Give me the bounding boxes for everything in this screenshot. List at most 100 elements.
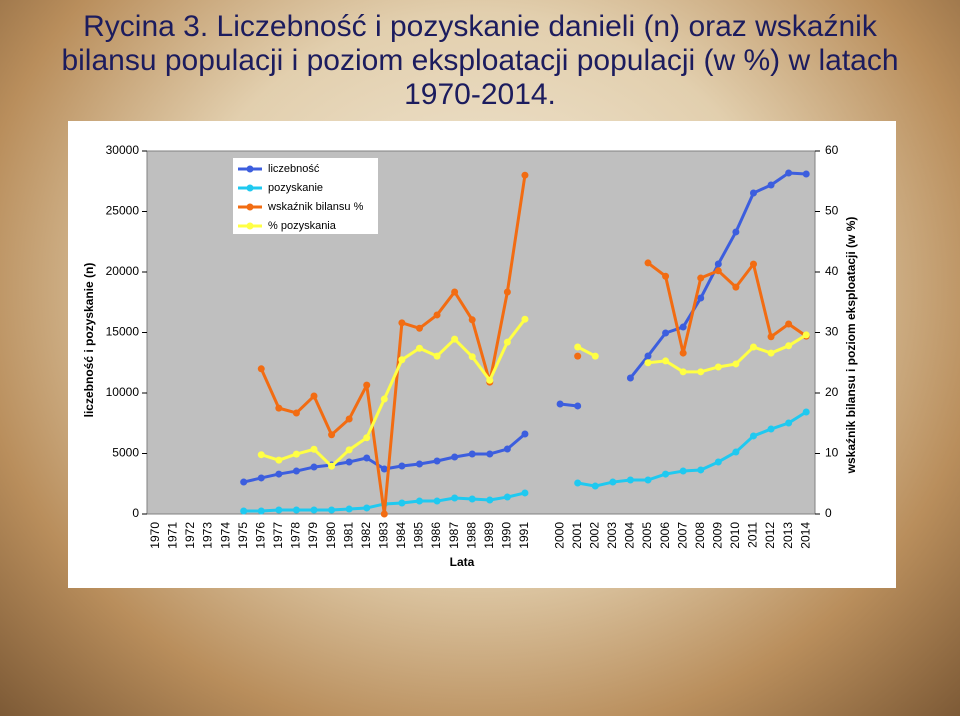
- data-point: [732, 283, 740, 291]
- y2-tick-label: 20: [825, 385, 839, 399]
- data-point: [644, 476, 652, 484]
- x-tick-label: 2008: [693, 522, 707, 549]
- legend-label: % pozyskania: [268, 220, 337, 232]
- data-point: [574, 343, 582, 351]
- data-point: [785, 169, 793, 177]
- x-tick-label: 2000: [552, 522, 566, 549]
- x-tick-label: 1978: [289, 522, 303, 549]
- data-point: [521, 430, 529, 438]
- data-point: [767, 425, 775, 433]
- data-point: [486, 496, 494, 504]
- x-tick-label: 1973: [201, 522, 215, 549]
- data-point: [433, 497, 441, 505]
- y2-tick-label: 10: [825, 446, 839, 460]
- y-tick-label: 25000: [106, 204, 140, 218]
- data-point: [679, 323, 687, 331]
- data-point: [749, 432, 757, 440]
- y2-tick-label: 40: [825, 264, 839, 278]
- data-point: [749, 189, 757, 197]
- data-point: [398, 499, 406, 507]
- data-point: [240, 478, 248, 486]
- data-point: [697, 274, 705, 282]
- data-point: [714, 458, 722, 466]
- data-point: [380, 510, 388, 518]
- data-point: [503, 445, 511, 453]
- x-tick-label: 2003: [605, 522, 619, 549]
- data-point: [679, 368, 687, 376]
- data-point: [714, 267, 722, 275]
- x-tick-label: 2002: [587, 522, 601, 549]
- y2-tick-label: 60: [825, 143, 839, 157]
- x-tick-label: 1988: [464, 522, 478, 549]
- x-tick-label: 1972: [183, 522, 197, 549]
- data-point: [785, 342, 793, 350]
- data-point: [802, 331, 810, 339]
- data-point: [363, 381, 371, 389]
- y2-axis-title: wskaźnik bilansu i poziom eksploatacji (…: [844, 217, 858, 475]
- data-point: [802, 408, 810, 416]
- data-point: [521, 171, 529, 179]
- data-point: [345, 415, 353, 423]
- x-tick-label: 1977: [271, 522, 285, 549]
- data-point: [415, 344, 423, 352]
- legend-marker: [246, 184, 254, 192]
- series-line: [259, 174, 808, 516]
- data-point: [292, 467, 300, 475]
- data-point: [714, 260, 722, 268]
- legend-label: wskaźnik bilansu %: [267, 201, 364, 213]
- data-point: [240, 507, 248, 515]
- y-tick-label: 0: [132, 506, 139, 520]
- data-point: [363, 454, 371, 462]
- y-tick-label: 10000: [106, 385, 140, 399]
- data-point: [345, 458, 353, 466]
- legend-label: pozyskanie: [268, 182, 323, 194]
- data-point: [398, 462, 406, 470]
- data-point: [662, 357, 670, 365]
- data-point: [451, 494, 459, 502]
- data-point: [679, 349, 687, 357]
- x-tick-label: 1989: [482, 522, 496, 549]
- x-tick-label: 1982: [359, 522, 373, 549]
- x-tick-label: 2011: [746, 522, 760, 548]
- y-tick-label: 5000: [112, 446, 139, 460]
- data-point: [521, 315, 529, 323]
- x-tick-label: 2001: [570, 522, 584, 549]
- data-point: [662, 329, 670, 337]
- data-point: [415, 460, 423, 468]
- data-point: [310, 506, 318, 514]
- data-point: [662, 470, 670, 478]
- x-tick-label: 2007: [675, 522, 689, 549]
- y-tick-label: 15000: [106, 325, 140, 339]
- data-point: [732, 448, 740, 456]
- legend-marker: [246, 203, 254, 211]
- y-tick-label: 20000: [106, 264, 140, 278]
- data-point: [767, 181, 775, 189]
- data-point: [644, 352, 652, 360]
- data-point: [257, 451, 265, 459]
- data-point: [292, 506, 300, 514]
- y2-tick-label: 30: [825, 325, 839, 339]
- data-point: [802, 170, 810, 178]
- data-point: [363, 504, 371, 512]
- data-point: [415, 497, 423, 505]
- x-tick-label: 1975: [236, 522, 250, 549]
- data-point: [451, 453, 459, 461]
- data-point: [310, 392, 318, 400]
- data-point: [662, 272, 670, 280]
- data-point: [310, 463, 318, 471]
- data-point: [556, 400, 564, 408]
- data-point: [626, 374, 634, 382]
- data-point: [503, 493, 511, 501]
- data-point: [486, 376, 494, 384]
- x-tick-label: 1986: [429, 522, 443, 549]
- x-tick-label: 1970: [148, 522, 162, 549]
- legend-marker: [246, 222, 254, 230]
- data-point: [732, 228, 740, 236]
- x-tick-label: 1976: [253, 522, 267, 549]
- x-tick-label: 2005: [640, 522, 654, 549]
- data-point: [697, 294, 705, 302]
- data-point: [644, 259, 652, 267]
- data-point: [785, 419, 793, 427]
- data-point: [415, 324, 423, 332]
- x-tick-label: 2013: [781, 522, 795, 549]
